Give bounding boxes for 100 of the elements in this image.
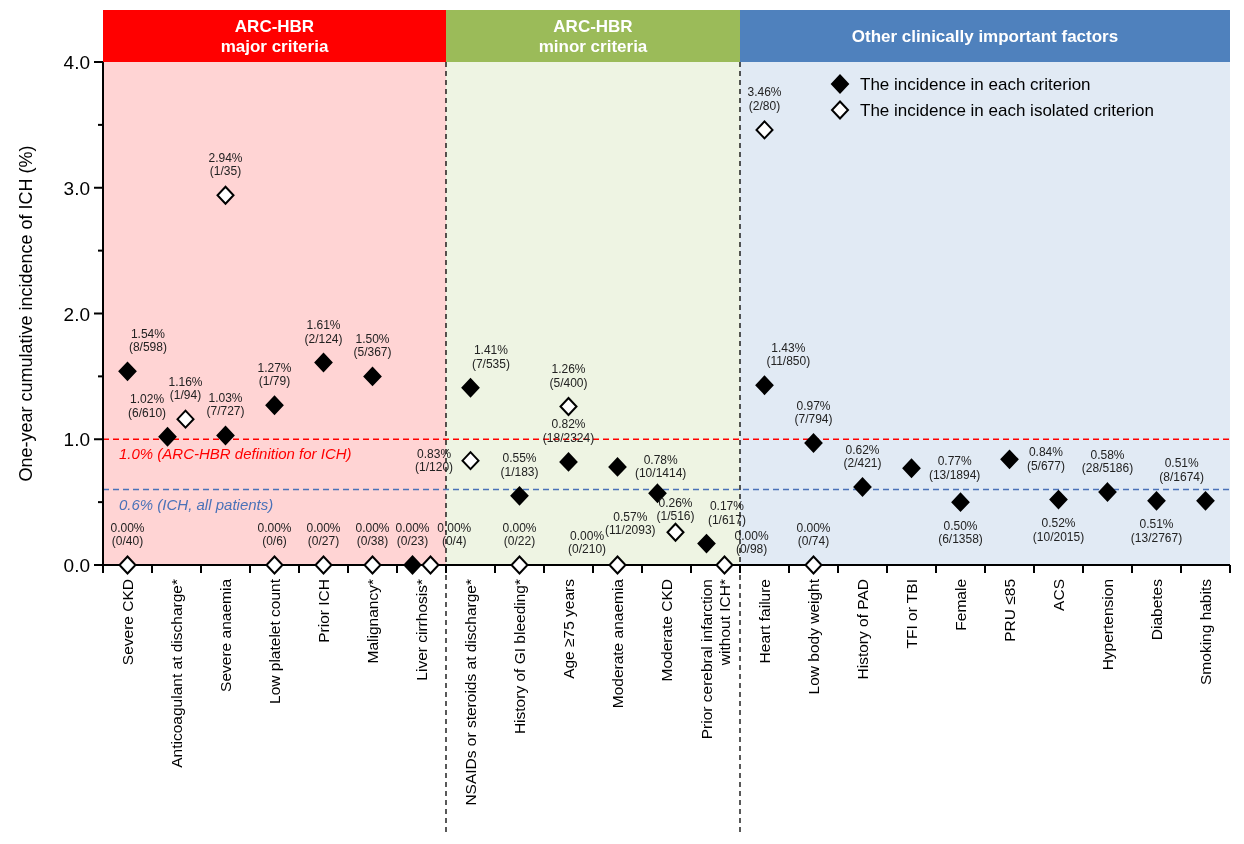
point	[1196, 491, 1215, 511]
x-tick-label: Malignancy*	[363, 579, 381, 664]
y-tick-label: 2.0	[63, 303, 90, 325]
data-label: 0.78% (10/1414)	[634, 452, 687, 481]
data-label: 0.00% (0/22)	[502, 520, 537, 548]
point	[461, 378, 480, 398]
data-label: 0.84% (5/677)	[1026, 445, 1065, 473]
point	[118, 361, 137, 381]
data-label: 3.46% (2/80)	[747, 85, 782, 113]
data-label: 0.00% (0/38)	[355, 520, 390, 548]
x-tick-label: Liver cirrhosis*	[412, 579, 430, 681]
data-label: 0.17% (1/617)	[707, 499, 746, 527]
x-tick-label: Severe anaemia	[216, 578, 234, 692]
legend-label: The incidence in each isolated criterion	[860, 101, 1154, 120]
x-tick-label: Prior ICH	[314, 579, 332, 643]
data-label: 0.00% (0/210)	[568, 528, 607, 556]
point	[314, 353, 333, 373]
point	[363, 555, 382, 575]
x-tick-label: Smoking habits	[1196, 578, 1214, 685]
y-tick-label: 4.0	[63, 52, 90, 73]
data-label: 0.00% (0/40)	[110, 520, 145, 548]
y-axis-title: One-year cumulative incidence of ICH (%)	[16, 145, 36, 482]
data-label: 1.54% (8/598)	[128, 326, 167, 355]
x-tick-label: TFI or TBI	[902, 579, 920, 649]
x-tick-label: Heart failure	[755, 579, 773, 664]
data-label: 1.43% (11/850)	[766, 340, 811, 369]
data-label: 0.00% (0/27)	[306, 520, 341, 548]
point	[1049, 490, 1068, 510]
data-label: 0.00% (0/23)	[395, 520, 430, 548]
band-label: ARC-HBR minor criteria	[538, 17, 648, 56]
x-tick-label: Anticoagulant at discharge*	[167, 579, 185, 768]
point	[265, 555, 284, 575]
data-label: 1.02% (6/610)	[128, 392, 167, 420]
point	[314, 555, 333, 575]
point	[755, 375, 774, 395]
x-tick-label: Age ≥75 years	[559, 578, 577, 679]
point	[216, 185, 235, 205]
point	[902, 458, 921, 478]
band-label: ARC-HBR major criteria	[220, 17, 329, 56]
x-tick-label: Low body weight	[804, 578, 822, 695]
ref-line-label: 1.0% (ARC-HBR definition for ICH)	[119, 445, 352, 463]
band-label: Other clinically important factors	[851, 27, 1119, 46]
x-tick-label: Female	[951, 579, 969, 631]
data-label: 0.58% (28/5186)	[1081, 447, 1134, 476]
x-tick-label: History of GI bleeding*	[510, 579, 528, 735]
point	[559, 397, 578, 417]
data-label: 0.57% (11/2093)	[605, 509, 656, 538]
x-tick-label: NSAIDs or steroids at discharge*	[461, 579, 479, 806]
data-label: 0.51% (13/2767)	[1130, 517, 1183, 545]
point	[216, 425, 235, 445]
point	[118, 555, 137, 575]
point	[804, 433, 823, 453]
x-tick-label: ACS	[1049, 579, 1067, 611]
data-label: 0.55% (1/183)	[500, 451, 539, 479]
data-label: 0.83% (1/120)	[415, 446, 454, 475]
point	[1147, 491, 1166, 511]
x-tick-label: Prior cerebral infarction without ICH*	[697, 579, 733, 740]
data-label: 0.26% (1/516)	[656, 495, 695, 524]
data-label: 0.00% (0/98)	[734, 528, 769, 556]
x-tick-label: PRU ≤85	[1000, 579, 1018, 642]
ref-line-label: 0.6% (ICH, all patients)	[119, 495, 274, 513]
point	[559, 452, 578, 472]
x-tick-label: Moderate CKD	[657, 579, 675, 682]
y-tick-label: 1.0	[63, 429, 90, 451]
point	[510, 486, 529, 506]
x-tick-label: Diabetes	[1147, 578, 1165, 641]
x-tick-label: Moderate anaemia	[608, 578, 626, 709]
x-tick-label: Hypertension	[1098, 579, 1116, 671]
point	[265, 395, 284, 415]
point	[951, 492, 970, 512]
data-label: 0.00% (0/74)	[796, 520, 831, 548]
point	[853, 477, 872, 497]
data-label: 2.94% (1/35)	[208, 150, 243, 179]
data-label: 0.52% (10/2015)	[1032, 516, 1085, 544]
point	[461, 451, 480, 471]
point	[755, 120, 774, 140]
data-label: 0.51% (8/1674)	[1159, 456, 1205, 484]
data-label: 0.97% (7/794)	[794, 398, 833, 427]
data-label: 0.77% (13/1894)	[928, 454, 981, 482]
data-label: 1.27% (1/79)	[257, 360, 292, 389]
y-tick-label: 3.0	[63, 177, 90, 199]
data-label: 0.00% (0/6)	[257, 520, 292, 548]
point	[1000, 449, 1019, 469]
data-label: 1.61% (2/124)	[304, 318, 343, 346]
point	[1098, 482, 1117, 502]
data-label: 1.41% (7/535)	[471, 343, 510, 371]
data-label: 0.00% (0/4)	[437, 520, 472, 548]
data-label: 0.62% (2/421)	[843, 442, 882, 471]
point	[510, 555, 529, 575]
data-label: 1.50% (5/367)	[353, 331, 392, 360]
x-tick-label: History of PAD	[853, 579, 871, 680]
x-tick-label: Low platelet count	[265, 578, 283, 704]
point	[608, 555, 627, 575]
data-label: 1.03% (7/727)	[206, 390, 245, 419]
y-tick-label: 0.0	[63, 555, 90, 576]
legend-label: The incidence in each criterion	[860, 75, 1091, 94]
data-label: 1.16% (1/94)	[168, 374, 203, 403]
point	[608, 457, 627, 477]
x-tick-label: Severe CKD	[118, 579, 136, 666]
data-label: 0.50% (6/1358)	[938, 518, 983, 547]
